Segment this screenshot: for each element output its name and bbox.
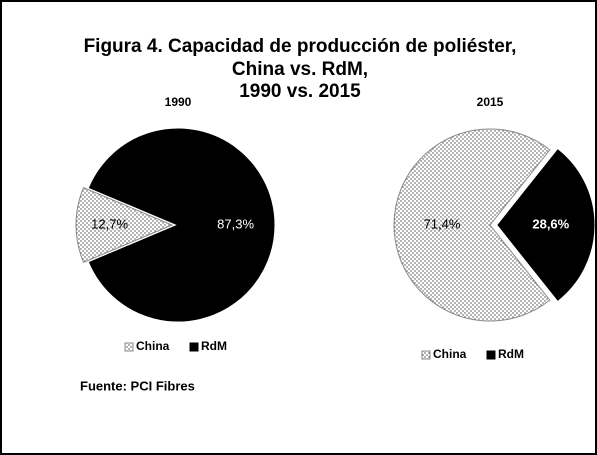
legend-label: China [136, 339, 170, 353]
legend-swatch [421, 350, 431, 360]
legend-swatch [486, 350, 496, 360]
chart-title: China vs. RdM, [232, 59, 368, 80]
data-label: 87,3% [217, 216, 254, 231]
legend-label: China [433, 347, 467, 361]
chart-title: Figura 4. Capacidad de producción de pol… [84, 36, 517, 57]
pie-slice [393, 128, 551, 322]
data-label: 28,6% [532, 216, 569, 231]
pie-title: 1990 [165, 95, 192, 109]
pie-title: 2015 [477, 95, 504, 109]
pie-slice [497, 149, 595, 301]
pie-slice [88, 128, 275, 322]
legend-swatch [124, 342, 134, 352]
legend-label: RdM [498, 347, 524, 361]
source: Fuente: PCI Fibres [80, 378, 195, 393]
legend-label: RdM [201, 339, 227, 353]
chart-title: 1990 vs. 2015 [239, 81, 361, 102]
legend-swatch [189, 342, 199, 352]
pie-slice [75, 187, 174, 263]
data-label: 12,7% [91, 216, 128, 231]
data-label: 71,4% [424, 216, 461, 231]
